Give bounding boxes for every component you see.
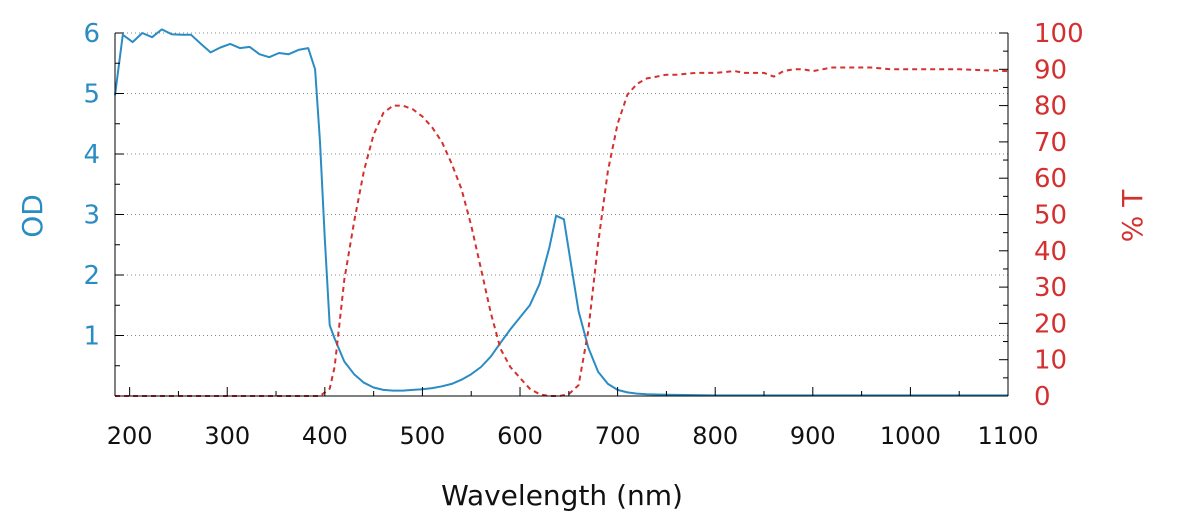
- x-tick-label: 700: [595, 422, 641, 450]
- transmission-series-line: [115, 66, 1009, 397]
- left-tick-label: 2: [83, 261, 100, 291]
- x-tick-label: 300: [204, 422, 250, 450]
- x-tick-label: 800: [692, 422, 738, 450]
- tick-labels: 200 300 400 500 600 700 800 900 1000 110012345601…: [83, 19, 1083, 450]
- x-tick-label: 1100: [977, 422, 1038, 450]
- x-tick-label: 400: [302, 422, 348, 450]
- right-tick-label: 80: [1034, 92, 1067, 122]
- x-tick-label: 900: [790, 422, 836, 450]
- x-tick-label: 200: [107, 422, 153, 450]
- right-tick-label: 90: [1034, 55, 1067, 85]
- right-axis-title: % T: [1116, 189, 1149, 243]
- x-tick-label: 600: [497, 422, 543, 450]
- x-axis-title: Wavelength (nm): [441, 479, 683, 512]
- left-tick-label: 6: [83, 19, 100, 49]
- right-tick-label: 0: [1034, 382, 1051, 412]
- axes: [114, 32, 1009, 397]
- right-tick-label: 40: [1034, 237, 1067, 267]
- left-axis-title: OD: [16, 194, 49, 238]
- right-tick-label: 70: [1034, 128, 1067, 158]
- left-tick-label: 3: [83, 201, 100, 231]
- x-tick-label: 500: [400, 422, 446, 450]
- right-tick-label: 60: [1034, 164, 1067, 194]
- right-tick-label: 100: [1034, 19, 1084, 49]
- left-tick-label: 4: [83, 140, 100, 170]
- right-tick-label: 10: [1034, 346, 1067, 376]
- x-tick-label: 1000: [880, 422, 941, 450]
- data-series: [114, 28, 1009, 397]
- od-series-line: [114, 28, 1008, 397]
- right-tick-label: 20: [1034, 309, 1067, 339]
- right-tick-label: 50: [1034, 201, 1067, 231]
- gridlines: [115, 32, 1008, 336]
- left-tick-label: 5: [83, 80, 100, 110]
- right-tick-label: 30: [1034, 273, 1067, 303]
- left-tick-label: 1: [83, 322, 100, 352]
